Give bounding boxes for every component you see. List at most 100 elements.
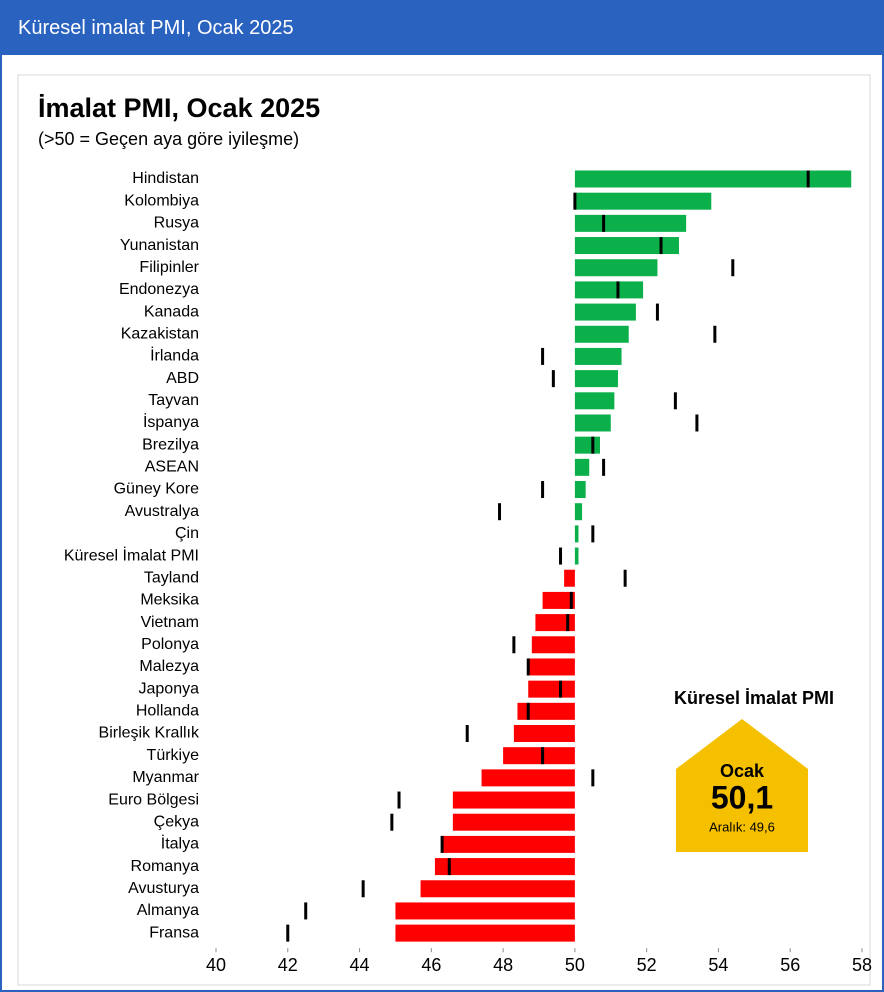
- previous-marker: [602, 458, 606, 476]
- previous-marker: [559, 680, 563, 698]
- y-tick-label: Euro Bölgesi: [108, 791, 199, 808]
- previous-marker: [541, 347, 545, 365]
- previous-marker: [731, 259, 735, 277]
- y-tick-label: Almanya: [137, 902, 199, 919]
- previous-marker: [559, 547, 563, 565]
- bar: [395, 924, 575, 942]
- previous-marker: [569, 591, 573, 609]
- bar: [574, 281, 644, 299]
- previous-marker: [447, 858, 451, 876]
- y-tick-label: Kazakistan: [121, 325, 199, 342]
- y-tick-label: Endonezya: [119, 281, 199, 298]
- previous-marker: [616, 281, 620, 299]
- x-tick-label: 44: [350, 955, 370, 975]
- y-tick-label: Yunanistan: [120, 237, 199, 254]
- y-tick-label: İrlanda: [150, 346, 199, 365]
- previous-marker: [541, 481, 545, 499]
- y-tick-label: İtalya: [161, 834, 199, 853]
- y-tick-label: Fransa: [149, 924, 199, 941]
- x-tick-label: 58: [852, 955, 872, 975]
- previous-marker: [566, 614, 570, 632]
- bar: [452, 791, 575, 809]
- x-tick-label: 48: [493, 955, 513, 975]
- bar: [517, 702, 575, 720]
- previous-marker: [551, 370, 555, 388]
- x-tick-label: 46: [421, 955, 441, 975]
- y-tick-label: Güney Kore: [114, 481, 199, 498]
- y-tick-label: Hollanda: [136, 703, 199, 720]
- bar: [574, 481, 586, 499]
- previous-marker: [526, 702, 530, 720]
- previous-marker: [655, 303, 659, 321]
- y-tick-label: Kanada: [144, 303, 199, 320]
- bar: [542, 591, 575, 609]
- previous-marker: [573, 192, 577, 210]
- bar: [574, 347, 622, 365]
- x-tick-label: 56: [780, 955, 800, 975]
- previous-marker: [713, 325, 717, 343]
- previous-marker: [465, 725, 469, 742]
- y-tick-label: Birleşik Krallık: [99, 725, 200, 742]
- bar: [531, 636, 575, 654]
- bar: [513, 725, 575, 742]
- bar: [574, 547, 579, 565]
- y-tick-label: Kolombiya: [124, 192, 199, 209]
- bar: [395, 902, 575, 920]
- panel: [17, 74, 871, 986]
- previous-marker: [695, 414, 699, 432]
- inset-badge: [676, 719, 808, 852]
- y-tick-label: Tayvan: [148, 392, 199, 409]
- y-tick-label: Japonya: [139, 680, 200, 697]
- y-tick-label: Meksika: [140, 592, 199, 609]
- x-tick-label: 54: [708, 955, 728, 975]
- y-tick-label: İspanya: [143, 412, 199, 431]
- y-tick-label: Rusya: [154, 215, 199, 232]
- bar: [564, 569, 575, 587]
- inset-month: Ocak: [720, 761, 765, 781]
- chart-title: İmalat PMI, Ocak 2025: [38, 93, 320, 123]
- y-tick-label: Çekya: [154, 813, 199, 830]
- previous-marker: [498, 503, 502, 521]
- bar: [574, 436, 601, 454]
- previous-marker: [659, 237, 663, 255]
- y-tick-label: Avustralya: [125, 503, 200, 520]
- inset-value: 50,1: [711, 779, 773, 815]
- bar: [574, 259, 658, 277]
- bar: [574, 370, 618, 388]
- y-tick-label: Brezilya: [142, 436, 199, 453]
- previous-marker: [673, 392, 677, 410]
- bar: [481, 769, 575, 787]
- bar: [574, 325, 629, 343]
- bar: [574, 503, 583, 521]
- bar: [574, 414, 611, 432]
- y-tick-label: ABD: [166, 370, 199, 387]
- x-tick-label: 50: [565, 955, 585, 975]
- bar: [574, 237, 679, 255]
- inset-title: Küresel İmalat PMI: [674, 688, 834, 708]
- y-tick-label: Çin: [175, 525, 199, 542]
- x-tick-label: 52: [637, 955, 657, 975]
- y-tick-label: Avusturya: [128, 880, 199, 897]
- bar: [442, 835, 575, 853]
- y-tick-label: Tayland: [144, 569, 199, 586]
- y-tick-label: Küresel İmalat PMI: [64, 545, 199, 564]
- y-tick-label: Vietnam: [141, 614, 199, 631]
- y-tick-label: Malezya: [139, 658, 199, 675]
- bar: [574, 170, 852, 188]
- y-tick-label: Romanya: [131, 858, 200, 875]
- previous-marker: [397, 791, 401, 809]
- bar: [434, 858, 575, 876]
- header-title: Küresel imalat PMI, Ocak 2025: [2, 2, 882, 55]
- previous-marker: [526, 658, 530, 676]
- previous-marker: [602, 214, 606, 232]
- previous-marker: [806, 170, 810, 188]
- y-tick-label: ASEAN: [145, 459, 199, 476]
- previous-marker: [361, 880, 365, 898]
- bar: [503, 747, 575, 765]
- bar: [420, 880, 575, 898]
- previous-marker: [591, 436, 595, 454]
- bar: [574, 192, 712, 210]
- chart-subtitle: (>50 = Geçen aya göre iyileşme): [38, 129, 299, 149]
- x-tick-label: 42: [278, 955, 298, 975]
